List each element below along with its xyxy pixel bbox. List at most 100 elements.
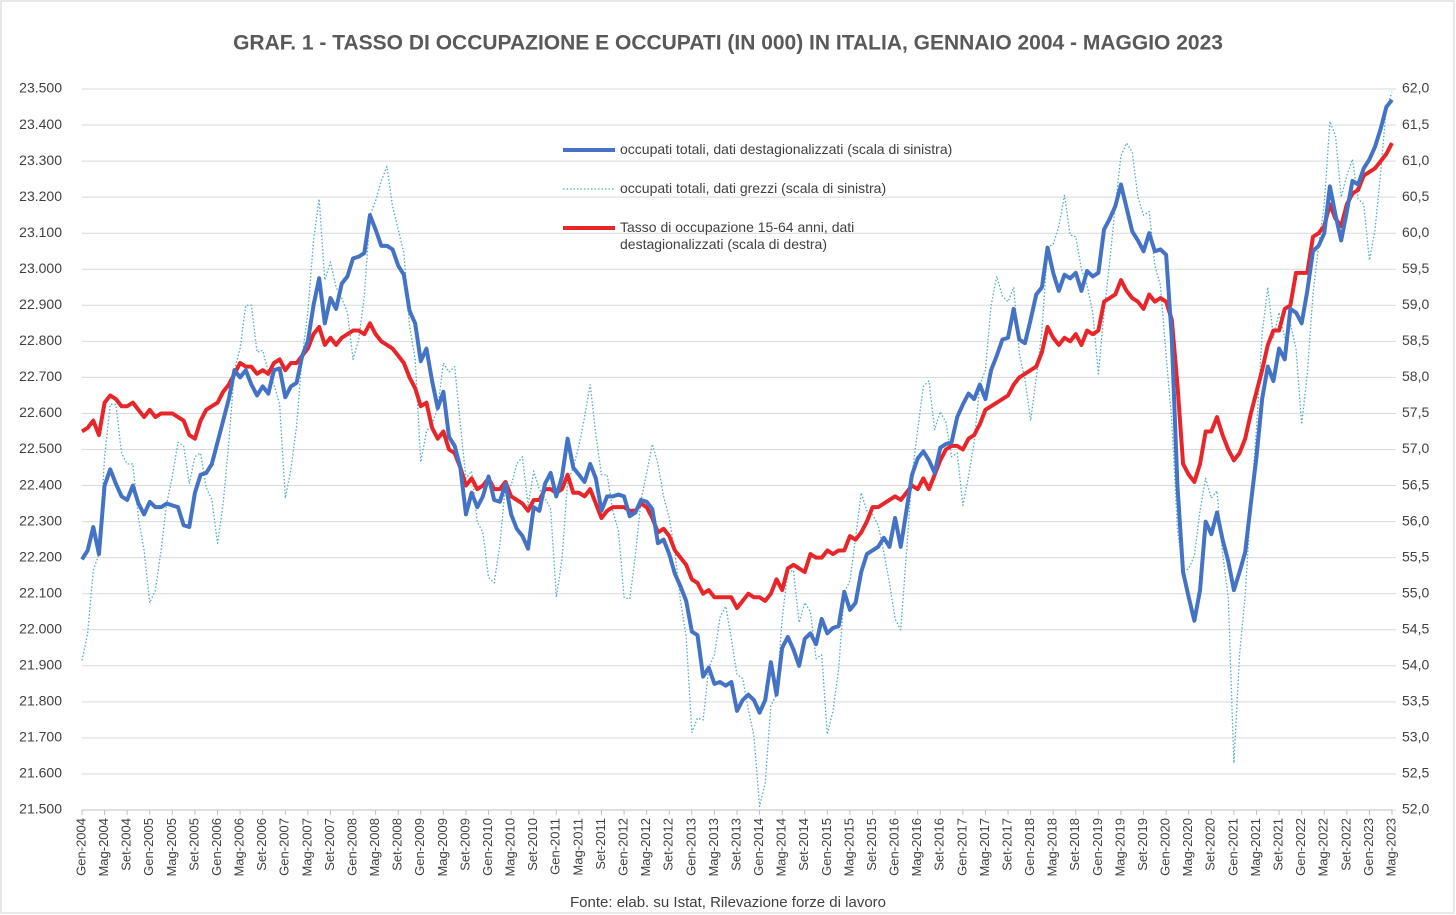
y-tick-label: 21.800 (19, 693, 62, 709)
y-tick-label: 21.600 (19, 765, 62, 781)
y2-tick-label: 59,5 (1402, 260, 1429, 276)
x-tick-label: Gen-2013 (683, 818, 698, 876)
x-tick-label: Gen-2023 (1361, 818, 1376, 876)
y-tick-label: 22.700 (19, 368, 62, 384)
y-tick-label: 22.900 (19, 296, 62, 312)
x-tick-label: Gen-2010 (480, 818, 495, 876)
x-tick-label: Gen-2018 (1022, 818, 1037, 876)
x-tick-label: Set-2014 (796, 818, 811, 871)
x-tick-label: Set-2006 (254, 818, 269, 871)
y2-tick-label: 60,5 (1402, 188, 1429, 204)
x-tick-label: Set-2019 (1135, 818, 1150, 871)
x-tick-label: Gen-2014 (751, 818, 766, 876)
y2-tick-label: 53,5 (1402, 693, 1429, 709)
x-tick-label: Gen-2006 (209, 818, 224, 876)
x-tick-label: Gen-2020 (1158, 818, 1173, 876)
x-tick-label: Set-2005 (186, 818, 201, 871)
y-tick-label: 22.800 (19, 332, 62, 348)
x-tick-label: Gen-2004 (73, 818, 88, 876)
y-tick-label: 23.300 (19, 152, 62, 168)
x-tick-label: Set-2004 (119, 818, 134, 871)
y2-tick-label: 54,5 (1402, 620, 1429, 636)
x-tick-label: Mag-2019 (1112, 818, 1127, 877)
x-tick-label: Gen-2022 (1293, 818, 1308, 876)
y-tick-label: 23.000 (19, 260, 62, 276)
x-tick-label: Gen-2021 (1225, 818, 1240, 876)
x-tick-label: Mag-2015 (841, 818, 856, 877)
y-tick-label: 22.500 (19, 440, 62, 456)
x-tick-label: Mag-2004 (96, 818, 111, 877)
y-tick-label: 22.400 (19, 476, 62, 492)
x-tick-label: Mag-2009 (435, 818, 450, 877)
x-tick-label: Gen-2016 (887, 818, 902, 876)
y-tick-label: 22.100 (19, 584, 62, 600)
y2-tick-label: 60,0 (1402, 224, 1429, 240)
x-tick-label: Gen-2009 (412, 818, 427, 876)
y-tick-label: 21.500 (19, 801, 62, 817)
y-tick-label: 23.500 (19, 80, 62, 96)
y2-tick-label: 55,0 (1402, 584, 1429, 600)
y2-tick-label: 61,5 (1402, 116, 1429, 132)
y2-tick-label: 52,0 (1402, 801, 1429, 817)
y2-tick-label: 59,0 (1402, 296, 1429, 312)
x-tick-label: Mag-2011 (570, 818, 585, 876)
x-tick-label: Mag-2017 (977, 818, 992, 877)
y2-tick-label: 55,5 (1402, 548, 1429, 564)
x-tick-label: Set-2018 (1067, 818, 1082, 871)
x-tick-label: Mag-2018 (1045, 818, 1060, 877)
y2-tick-label: 52,5 (1402, 765, 1429, 781)
y-tick-label: 23.400 (19, 116, 62, 132)
x-tick-label: Set-2013 (728, 818, 743, 871)
x-tick-label: Mag-2023 (1383, 818, 1398, 877)
x-tick-label: Mag-2006 (232, 818, 247, 877)
x-tick-label: Mag-2014 (774, 818, 789, 877)
x-tick-label: Set-2016 (932, 818, 947, 871)
series-line (80, 98, 1394, 715)
x-tick-label: Gen-2007 (277, 818, 292, 876)
x-tick-label: Mag-2005 (164, 818, 179, 877)
x-tick-label: Set-2011 (593, 818, 608, 870)
legend-label: Tasso di occupazione 15-64 anni, dati de… (620, 219, 855, 252)
y-tick-label: 22.000 (19, 620, 62, 636)
x-tick-label: Gen-2015 (819, 818, 834, 876)
x-tick-label: Mag-2022 (1316, 818, 1331, 877)
x-tick-label: Gen-2017 (954, 818, 969, 876)
y2-tick-label: 61,0 (1402, 152, 1429, 168)
x-tick-label: Gen-2005 (141, 818, 156, 876)
y2-tick-label: 62,0 (1402, 80, 1429, 96)
x-tick-label: Set-2012 (661, 818, 676, 871)
y2-tick-label: 57,5 (1402, 404, 1429, 420)
x-tick-label: Mag-2010 (503, 818, 518, 877)
x-tick-label: Mag-2007 (299, 818, 314, 877)
x-tick-label: Mag-2008 (367, 818, 382, 877)
x-tick-label: Gen-2008 (344, 818, 359, 876)
y-tick-label: 23.200 (19, 188, 62, 204)
x-tick-label: Mag-2012 (638, 818, 653, 877)
y-tick-label: 23.100 (19, 224, 62, 240)
y-tick-label: 21.700 (19, 729, 62, 745)
y2-tick-label: 53,0 (1402, 729, 1429, 745)
x-tick-label: Mag-2016 (909, 818, 924, 877)
x-tick-label: Set-2022 (1338, 818, 1353, 871)
y-tick-label: 22.200 (19, 548, 62, 564)
x-tick-label: Set-2010 (525, 818, 540, 871)
x-tick-label: Set-2015 (864, 818, 879, 871)
y-tick-label: 22.300 (19, 512, 62, 528)
chart-title: GRAF. 1 - TASSO DI OCCUPAZIONE E OCCUPAT… (233, 32, 1223, 55)
y-tick-label: 22.600 (19, 404, 62, 420)
y-tick-label: 21.900 (19, 657, 62, 673)
y2-tick-label: 58,0 (1402, 368, 1429, 384)
y2-tick-label: 56,0 (1402, 512, 1429, 528)
y2-tick-label: 58,5 (1402, 332, 1429, 348)
x-tick-label: Gen-2019 (1090, 818, 1105, 876)
y2-tick-label: 54,0 (1402, 657, 1429, 673)
source-note: Fonte: elab. su Istat, Rilevazione forze… (570, 894, 886, 911)
x-tick-label: Set-2020 (1203, 818, 1218, 871)
x-tick-label: Mag-2020 (1180, 818, 1195, 877)
x-tick-label: Set-2021 (1271, 818, 1286, 871)
y2-tick-label: 57,0 (1402, 440, 1429, 456)
x-tick-label: Set-2008 (390, 818, 405, 871)
